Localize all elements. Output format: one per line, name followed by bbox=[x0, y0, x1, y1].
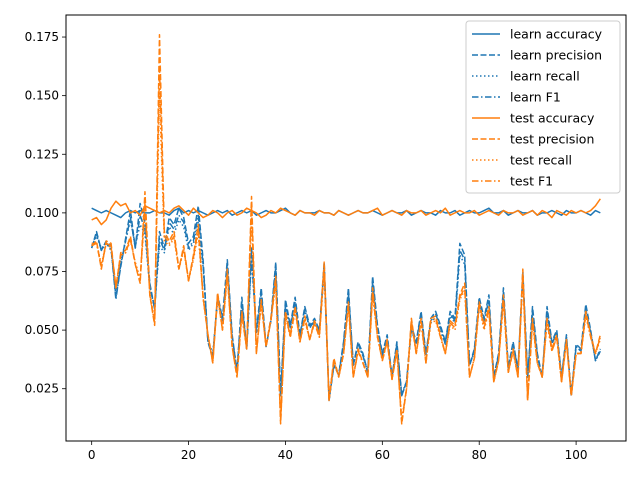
x-tick-label: 60 bbox=[375, 448, 390, 462]
series-layer bbox=[90, 33, 602, 425]
legend-label: test recall bbox=[510, 153, 572, 168]
y-tick-label: 0.175 bbox=[25, 30, 59, 44]
x-tick-label: 0 bbox=[88, 448, 96, 462]
x-tick-label: 20 bbox=[181, 448, 196, 462]
legend-label: learn recall bbox=[510, 69, 580, 84]
x-axis: 0 20 40 60 80 100 bbox=[88, 441, 588, 462]
legend-label: test precision bbox=[510, 132, 594, 147]
x-tick-label: 80 bbox=[472, 448, 487, 462]
y-axis: 0.025 0.050 0.075 0.100 0.125 0.150 0.175 bbox=[25, 30, 66, 396]
y-tick-label: 0.025 bbox=[25, 382, 59, 396]
legend-box bbox=[465, 20, 621, 194]
legend-label: test accuracy bbox=[510, 111, 595, 126]
legend-label: learn accuracy bbox=[510, 27, 603, 42]
y-tick-label: 0.100 bbox=[25, 206, 59, 220]
legend: learn accuracy learn precision learn recal… bbox=[465, 20, 621, 194]
y-tick-label: 0.050 bbox=[25, 323, 59, 337]
legend-label: learn F1 bbox=[510, 90, 561, 105]
plot-frame bbox=[65, 14, 627, 442]
x-tick-label: 40 bbox=[278, 448, 293, 462]
y-tick-label: 0.075 bbox=[25, 264, 59, 278]
legend-label: learn precision bbox=[510, 48, 602, 63]
x-tick-label: 100 bbox=[565, 448, 588, 462]
series-line-learn-f1 bbox=[90, 214, 601, 402]
y-tick-label: 0.125 bbox=[25, 147, 59, 161]
series-line-test-accuracy bbox=[91, 198, 601, 226]
legend-label: test F1 bbox=[510, 174, 553, 189]
y-tick-label: 0.150 bbox=[25, 89, 59, 103]
